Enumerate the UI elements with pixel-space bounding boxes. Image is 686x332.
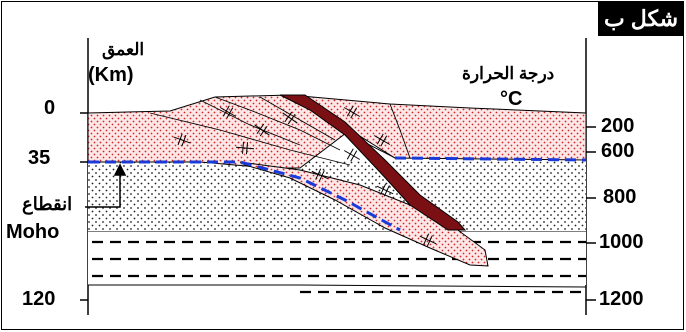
depth-tick-0: 0 [44, 97, 56, 119]
figure-badge: شكل ب [598, 2, 684, 36]
moho-label-arabic: انقطاع [22, 194, 73, 214]
temp-tick-marks [586, 126, 596, 301]
temp-tick-1000: 1000 [599, 231, 644, 253]
temp-tick-600: 600 [601, 140, 635, 162]
depth-tick-35: 35 [28, 147, 51, 169]
asthenosphere-layer [88, 230, 587, 294]
moho-label: Moho [6, 221, 60, 243]
depth-tick-marks [80, 112, 88, 301]
ophiolite-band [279, 94, 467, 231]
temp-tick-1200: 1200 [599, 288, 644, 310]
depth-axis-title: العمق [102, 40, 145, 59]
temp-axis-unit: °C [500, 88, 523, 110]
temp-axis-title: درجة الحرارة [462, 64, 555, 83]
depth-tick-120: 120 [22, 288, 56, 310]
temp-tick-200: 200 [601, 115, 635, 137]
moho-line-right [394, 156, 587, 162]
moho-line [88, 160, 401, 232]
foliation-marks [173, 105, 437, 247]
depth-axis-unit: (Km) [88, 64, 134, 86]
moho-pointer-arrow [85, 163, 127, 208]
temp-tick-800: 800 [603, 186, 637, 208]
